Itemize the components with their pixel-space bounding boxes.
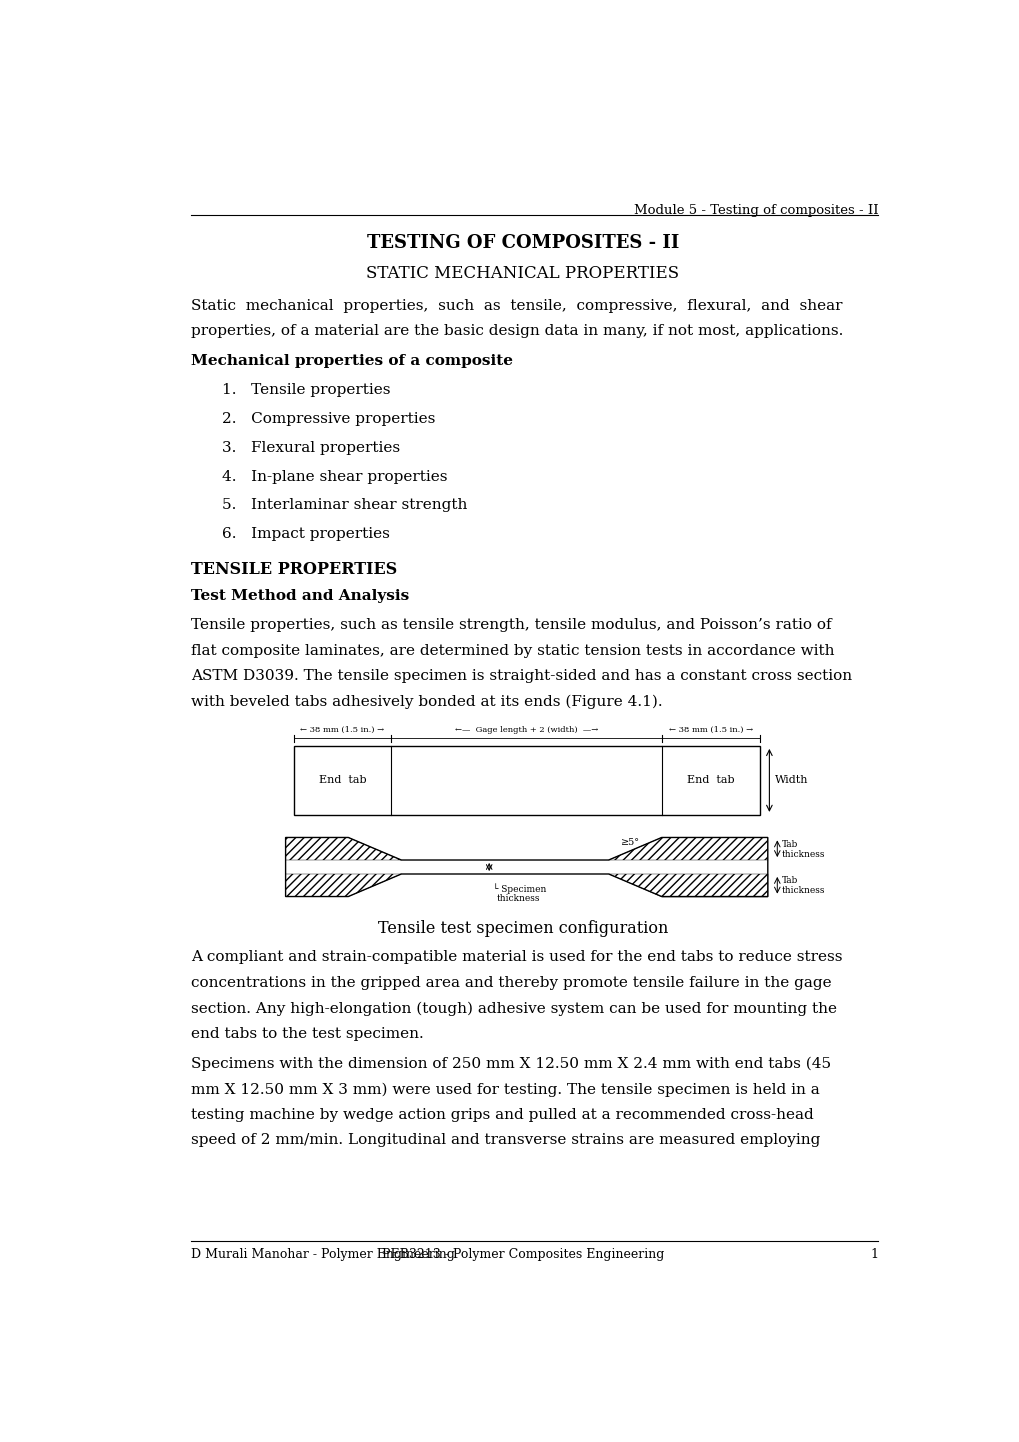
Text: End  tab: End tab <box>318 776 366 786</box>
Bar <box>293 746 759 815</box>
Text: Static  mechanical  properties,  such  as  tensile,  compressive,  flexural,  an: Static mechanical properties, such as te… <box>191 298 842 313</box>
Text: End  tab: End tab <box>687 776 734 786</box>
Text: TESTING OF COMPOSITES - II: TESTING OF COMPOSITES - II <box>366 234 679 252</box>
Text: testing machine by wedge action grips and pulled at a recommended cross-head: testing machine by wedge action grips an… <box>191 1107 813 1122</box>
Text: 1.   Tensile properties: 1. Tensile properties <box>222 384 390 397</box>
Text: ←—  Gage length + 2 (width)  —→: ←— Gage length + 2 (width) —→ <box>454 725 598 734</box>
Text: PEB3213 - Polymer Composites Engineering: PEB3213 - Polymer Composites Engineering <box>381 1247 663 1260</box>
Text: Mechanical properties of a composite: Mechanical properties of a composite <box>191 355 513 368</box>
Text: mm X 12.50 mm X 3 mm) were used for testing. The tensile specimen is held in a: mm X 12.50 mm X 3 mm) were used for test… <box>191 1083 818 1097</box>
Text: speed of 2 mm/min. Longitudinal and transverse strains are measured employing: speed of 2 mm/min. Longitudinal and tran… <box>191 1133 819 1148</box>
Text: Tensile properties, such as tensile strength, tensile modulus, and Poisson’s rat: Tensile properties, such as tensile stre… <box>191 619 830 632</box>
Text: Tensile test specimen configuration: Tensile test specimen configuration <box>377 920 667 937</box>
Text: Tab: Tab <box>782 877 798 885</box>
Text: STATIC MECHANICAL PROPERTIES: STATIC MECHANICAL PROPERTIES <box>366 265 679 283</box>
Text: ASTM D3039. The tensile specimen is straight-sided and has a constant cross sect: ASTM D3039. The tensile specimen is stra… <box>191 669 851 684</box>
Text: 6.   Impact properties: 6. Impact properties <box>222 528 390 541</box>
Text: properties, of a material are the basic design data in many, if not most, applic: properties, of a material are the basic … <box>191 324 843 337</box>
Text: thickness: thickness <box>782 849 824 859</box>
Text: 3.   Flexural properties: 3. Flexural properties <box>222 441 400 454</box>
Text: 4.   In-plane shear properties: 4. In-plane shear properties <box>222 470 447 483</box>
Text: concentrations in the gripped area and thereby promote tensile failure in the ga: concentrations in the gripped area and t… <box>191 976 830 989</box>
Text: ← 38 mm (1.5 in.) →: ← 38 mm (1.5 in.) → <box>301 725 384 734</box>
Text: Module 5 - Testing of composites - II: Module 5 - Testing of composites - II <box>633 205 877 218</box>
Text: └ Specimen: └ Specimen <box>492 883 546 894</box>
Text: ← 38 mm (1.5 in.) →: ← 38 mm (1.5 in.) → <box>668 725 752 734</box>
Text: Specimens with the dimension of 250 mm X 12.50 mm X 2.4 mm with end tabs (45: Specimens with the dimension of 250 mm X… <box>191 1057 830 1071</box>
Text: 1: 1 <box>869 1247 877 1260</box>
Text: TENSILE PROPERTIES: TENSILE PROPERTIES <box>191 561 396 578</box>
Text: Test Method and Analysis: Test Method and Analysis <box>191 590 409 603</box>
Text: section. Any high-elongation (tough) adhesive system can be used for mounting th: section. Any high-elongation (tough) adh… <box>191 1001 836 1015</box>
Text: thickness: thickness <box>496 894 540 903</box>
Text: D Murali Manohar - Polymer Engineering: D Murali Manohar - Polymer Engineering <box>191 1247 454 1260</box>
Text: A compliant and strain-compatible material is used for the end tabs to reduce st: A compliant and strain-compatible materi… <box>191 950 842 965</box>
Text: flat composite laminates, are determined by static tension tests in accordance w: flat composite laminates, are determined… <box>191 643 834 658</box>
Text: end tabs to the test specimen.: end tabs to the test specimen. <box>191 1027 423 1041</box>
Text: 5.   Interlaminar shear strength: 5. Interlaminar shear strength <box>222 499 468 512</box>
Text: ≥5°: ≥5° <box>620 838 639 846</box>
Text: Width: Width <box>774 776 808 786</box>
Text: with beveled tabs adhesively bonded at its ends (Figure 4.1).: with beveled tabs adhesively bonded at i… <box>191 695 661 709</box>
Text: Tab: Tab <box>782 839 798 849</box>
Polygon shape <box>285 838 767 897</box>
Text: thickness: thickness <box>782 887 824 895</box>
Text: 2.   Compressive properties: 2. Compressive properties <box>222 412 435 425</box>
